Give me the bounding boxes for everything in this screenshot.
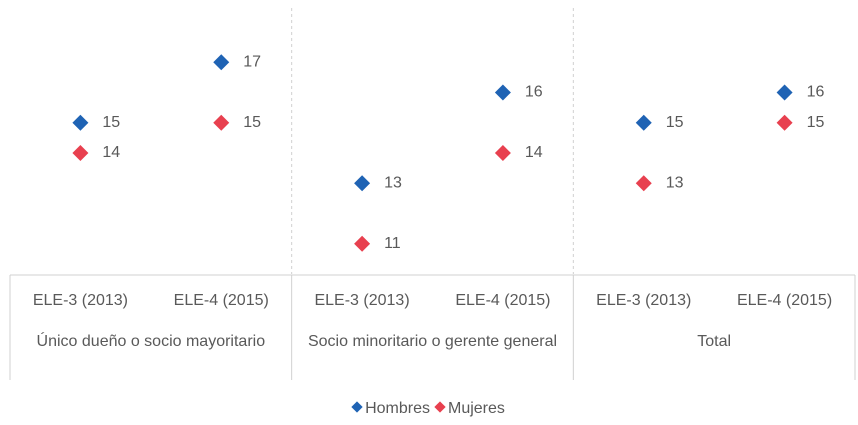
data-label: 14 <box>102 144 120 161</box>
data-label: 16 <box>525 84 543 101</box>
x-tick-label: ELE-4 (2015) <box>737 292 832 309</box>
group-label: Socio minoritario o gerente general <box>307 333 558 350</box>
x-tick-label: ELE-4 (2015) <box>455 292 550 309</box>
marker <box>354 235 371 252</box>
data-label: 11 <box>384 235 401 252</box>
x-tick-label: ELE-4 (2015) <box>174 292 269 309</box>
marker <box>354 175 371 192</box>
data-label: 15 <box>807 114 825 131</box>
legend-label: Mujeres <box>448 400 505 417</box>
x-tick-label: ELE-3 (2013) <box>314 292 409 309</box>
legend-item: Hombres <box>351 400 430 418</box>
group-label: Total <box>697 333 732 350</box>
data-label: 15 <box>102 114 120 131</box>
marker <box>494 84 511 101</box>
data-label: 13 <box>666 174 684 191</box>
legend-label: Hombres <box>365 400 430 417</box>
data-label: 17 <box>243 53 261 70</box>
group-label: Único dueño o socio mayoritario <box>36 333 266 350</box>
data-label: 16 <box>807 84 825 101</box>
marker <box>72 145 89 161</box>
marker <box>213 54 230 71</box>
marker <box>494 145 511 161</box>
legend-item: Mujeres <box>434 400 505 418</box>
legend: Hombres Mujeres <box>0 400 858 418</box>
marker <box>776 114 793 131</box>
marker <box>213 114 230 131</box>
marker <box>635 114 652 131</box>
legend-swatch <box>434 401 446 413</box>
marker <box>776 84 793 101</box>
x-tick-label: ELE-3 (2013) <box>596 292 691 309</box>
data-label: 14 <box>525 144 543 161</box>
marker <box>72 114 89 131</box>
x-tick-label: ELE-3 (2013) <box>33 292 128 309</box>
data-label: 15 <box>243 114 261 131</box>
data-label: 13 <box>384 174 402 191</box>
data-label: 15 <box>666 114 684 131</box>
legend-swatch <box>351 401 363 413</box>
marker <box>635 175 652 192</box>
